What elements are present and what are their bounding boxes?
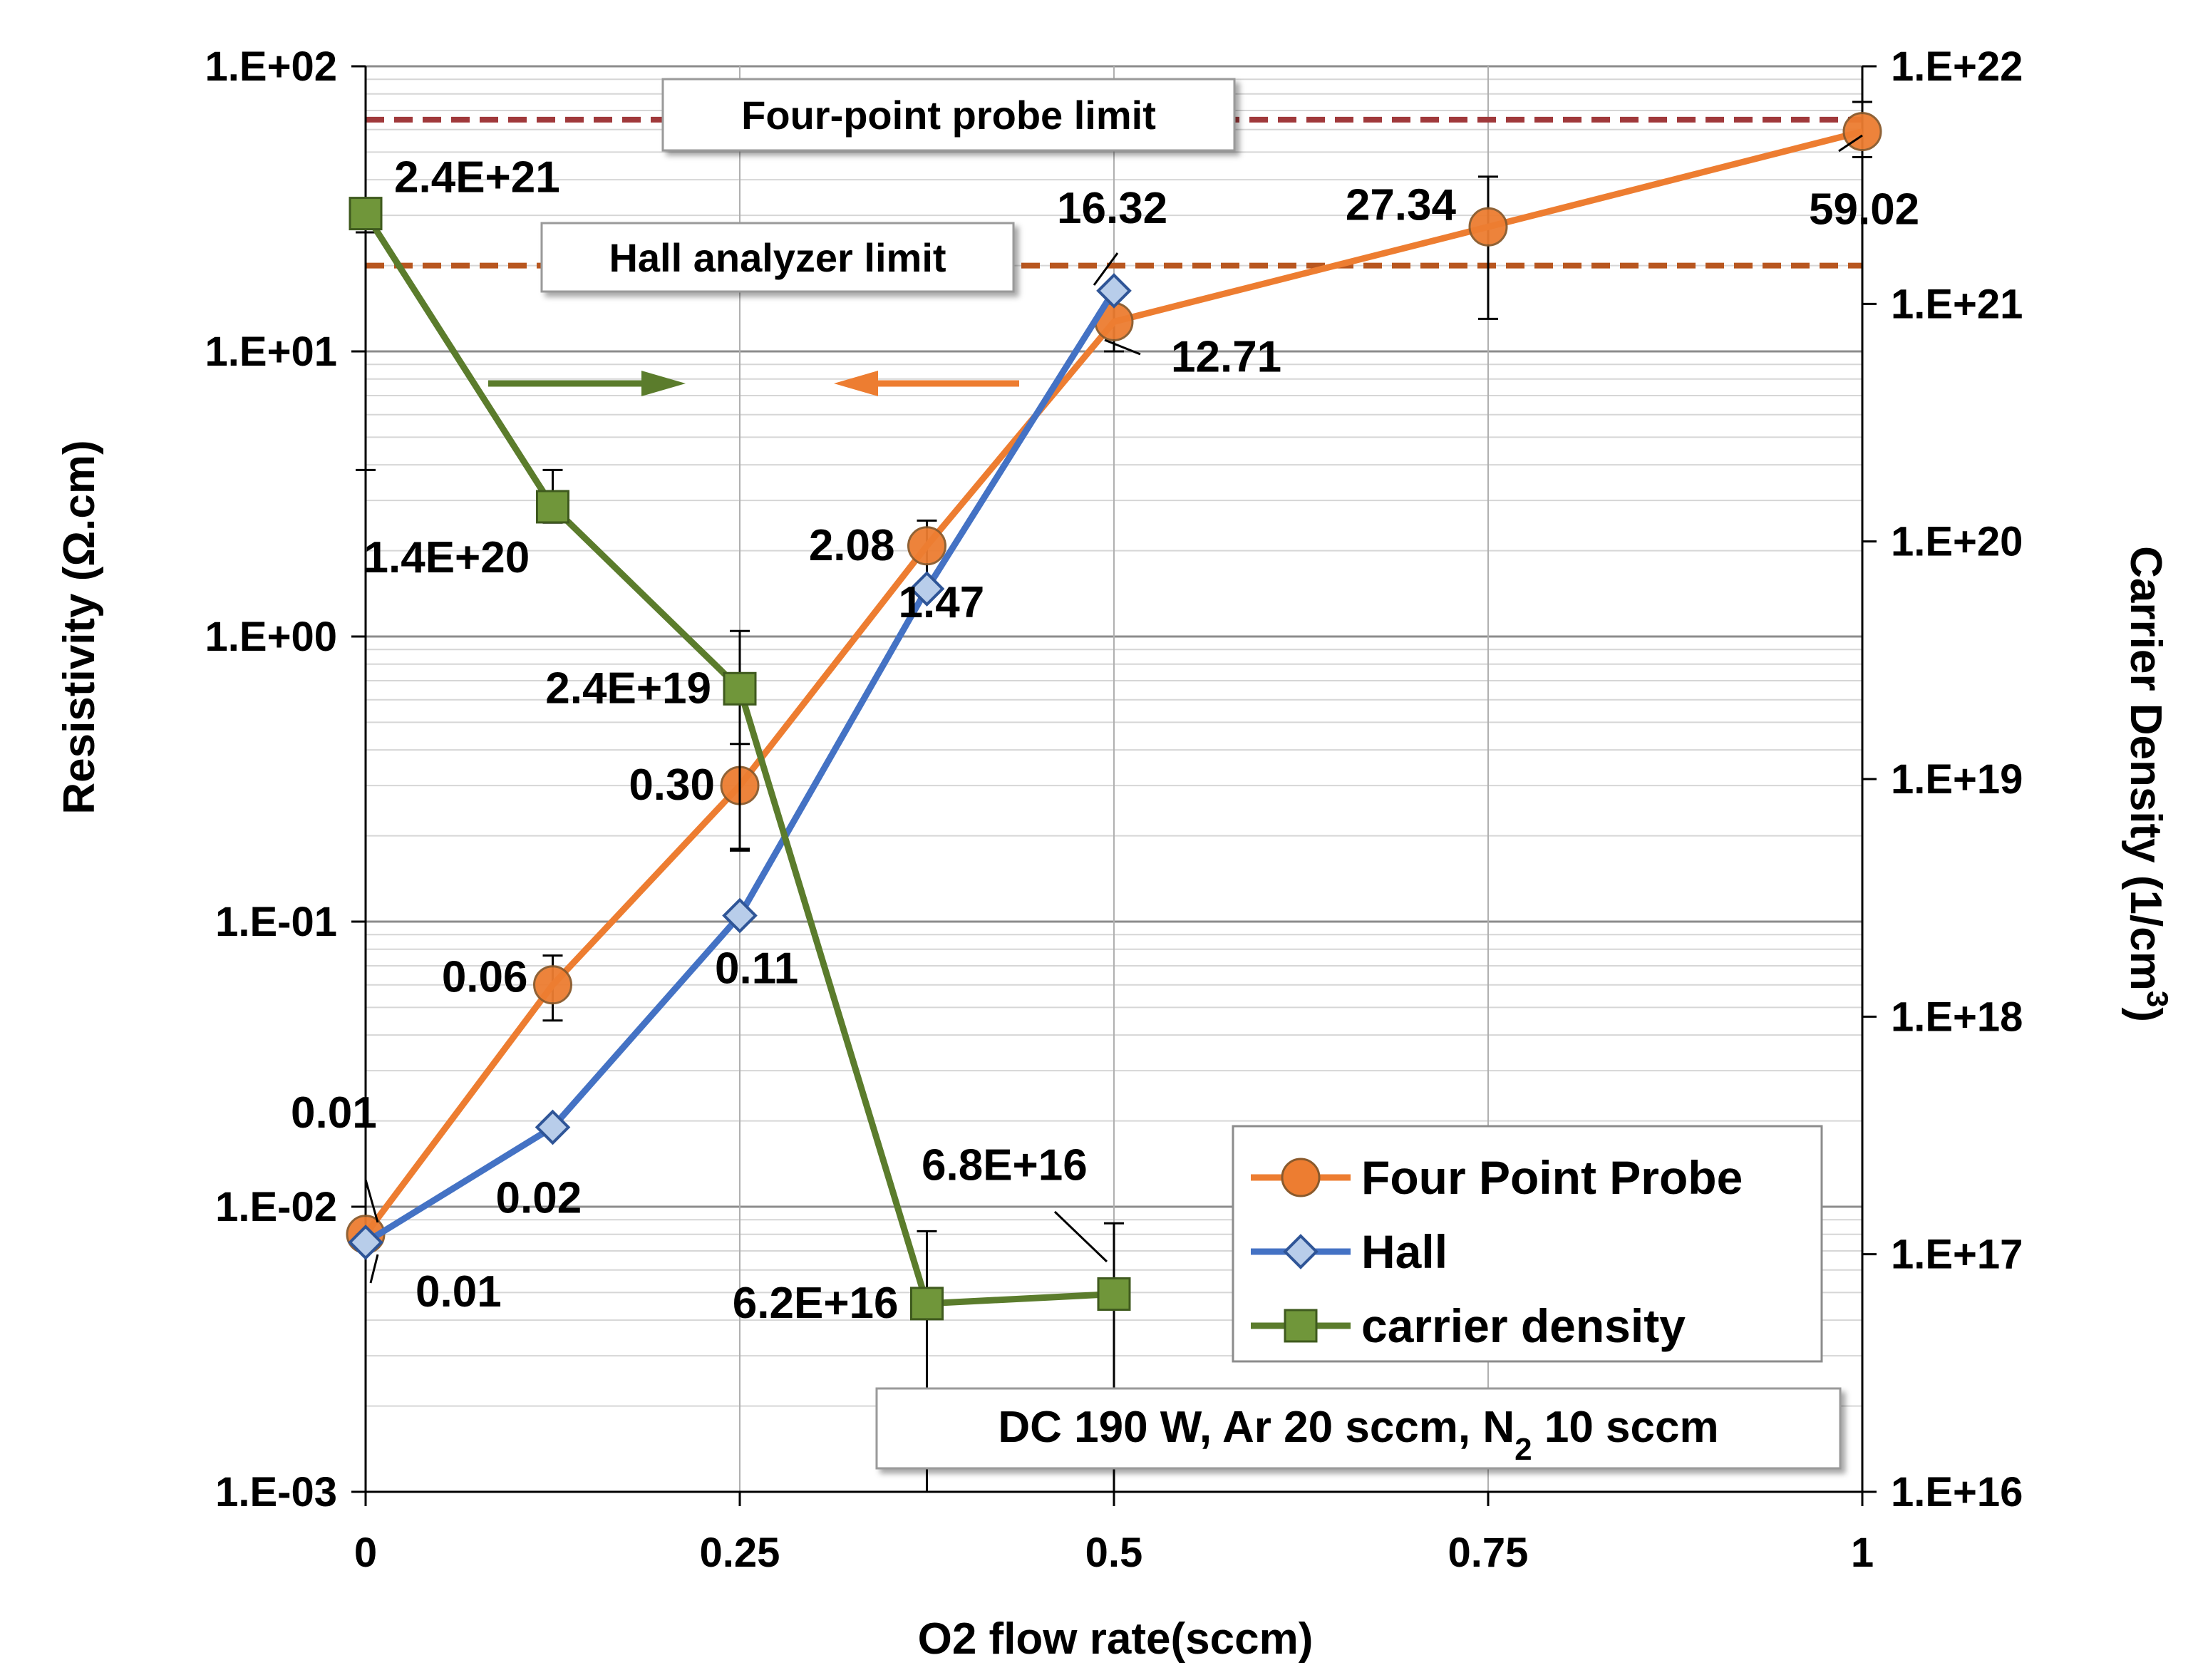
reference-lines: Four-point probe limit Hall analyzer limi… xyxy=(366,78,1862,396)
left-tick-label: 1.E-02 xyxy=(215,1184,337,1230)
carrier-density-data-label: 1.4E+20 xyxy=(364,533,530,582)
legend-label-four-point-probe: Four Point Probe xyxy=(1361,1151,1743,1204)
carrier-density-point xyxy=(910,1287,944,1321)
four-point-probe-data-label: 2.08 xyxy=(809,521,895,570)
series-layer xyxy=(346,101,1882,1493)
left-tick-label: 1.E-03 xyxy=(215,1469,337,1515)
carrier-density-data-label: 6.2E+16 xyxy=(733,1279,899,1328)
carrier-density-data-label: 2.4E+21 xyxy=(394,153,560,202)
reference-line-label-box xyxy=(540,222,1015,293)
four-point-probe-data-label: 0.01 xyxy=(291,1088,377,1138)
hall-point xyxy=(1096,273,1132,309)
condition-text-main: DC 190 W, Ar 20 sccm, N xyxy=(998,1403,1515,1452)
hall-point xyxy=(535,1109,571,1145)
four-point-probe-point xyxy=(907,526,946,566)
legend: Four Point Probe Hall carrier density xyxy=(1232,1125,1823,1363)
legend-swatch-marker xyxy=(1284,1309,1318,1343)
x-tick-label: 1 xyxy=(1851,1530,1874,1576)
four-point-probe-data-label: 59.02 xyxy=(1809,185,1919,235)
condition-text: DC 190 W, Ar 20 sccm, N2 10 sccm xyxy=(998,1403,1718,1467)
four-point-probe-point xyxy=(533,965,572,1005)
right-y-axis-title-main: Carrier Density (1/cm xyxy=(2121,546,2170,991)
right-tick-label: 1.E+18 xyxy=(1891,994,2023,1040)
data-label-leader xyxy=(1104,339,1141,356)
grid-layer xyxy=(365,65,1863,1493)
hall-point xyxy=(348,1225,383,1260)
right-y-axis-title-end: ) xyxy=(2121,1007,2170,1022)
data-label-leader xyxy=(1053,1210,1108,1263)
carrier-density-point xyxy=(349,197,383,231)
hall-point xyxy=(909,571,945,607)
legend-label-carrier-density: carrier density xyxy=(1361,1299,1686,1352)
four-point-probe-data-label: 0.30 xyxy=(629,761,715,810)
condition-text-end: 10 sccm xyxy=(1532,1403,1719,1452)
legend-box xyxy=(1232,1125,1823,1363)
right-tick-label: 1.E+17 xyxy=(1891,1232,2023,1278)
legend-swatch-marker xyxy=(1283,1234,1319,1269)
right-tick-label: 1.E+20 xyxy=(1891,519,2023,565)
carrier-density-data-label: 6.8E+16 xyxy=(922,1140,1088,1190)
left-pointing-arrow-icon xyxy=(834,371,878,396)
hall-data-label: 0.02 xyxy=(496,1173,582,1222)
legend-swatch-marker xyxy=(1281,1158,1321,1197)
condition-box: DC 190 W, Ar 20 sccm, N2 10 sccm xyxy=(875,1387,1842,1470)
right-y-axis-title-sup: 3 xyxy=(2142,991,2175,1007)
left-tick-label: 1.E+02 xyxy=(205,43,337,90)
right-tick-label: 1.E+21 xyxy=(1891,281,2023,327)
right-tick-label: 1.E+22 xyxy=(1891,43,2023,90)
carrier-density-point xyxy=(1097,1277,1131,1311)
hall-data-label: 1.47 xyxy=(899,578,985,627)
data-label-leader xyxy=(364,1179,379,1223)
legend-label-hall: Hall xyxy=(1361,1225,1448,1278)
left-tick-label: 1.E+00 xyxy=(205,614,337,660)
four-point-probe-point xyxy=(1468,207,1508,247)
right-tick-label: 1.E+19 xyxy=(1891,756,2023,803)
hall-data-label: 0.01 xyxy=(416,1267,502,1316)
data-label-leader xyxy=(1838,134,1863,153)
four-point-probe-data-label: 12.71 xyxy=(1171,332,1281,381)
hall-data-label: 0.11 xyxy=(715,944,798,994)
hall-data-label: 16.32 xyxy=(1057,184,1167,233)
right-tick-label: 1.E+16 xyxy=(1891,1469,2023,1515)
x-tick-label: 0.5 xyxy=(1085,1530,1143,1576)
reference-line-label: Hall analyzer limit xyxy=(609,235,946,280)
data-label-leader xyxy=(369,1254,379,1284)
right-y-axis-title: Carrier Density (1/cm3) xyxy=(2121,546,2175,1022)
left-tick-label: 1.E-01 xyxy=(215,899,337,945)
x-axis-title: O2 flow rate(sccm) xyxy=(918,1614,1314,1664)
left-tick-label: 1.E+01 xyxy=(205,329,337,375)
x-tick-label: 0 xyxy=(354,1530,377,1576)
four-point-probe-data-label: 27.34 xyxy=(1346,180,1457,230)
data-label-leader xyxy=(1093,252,1119,286)
four-point-probe-data-label: 0.06 xyxy=(442,953,528,1002)
right-pointing-arrow-icon xyxy=(641,371,686,396)
condition-text-sub: 2 xyxy=(1515,1432,1532,1467)
carrier-density-point xyxy=(536,490,569,524)
data-labels: 0.01 0.06 0.30 2.08 12.71 27.34 59.02 0.01 0.02 0… xyxy=(291,134,1919,1328)
axes: 1.E-03 1.E-02 1.E-01 1.E+00 1.E+01 1.E+02 1.E+… xyxy=(205,43,2023,1576)
x-tick-label: 0.25 xyxy=(700,1530,780,1576)
reference-line-label-box xyxy=(661,78,1236,152)
hall-point xyxy=(722,897,758,934)
x-tick-label: 0.75 xyxy=(1448,1530,1529,1576)
reference-line-label: Four-point probe limit xyxy=(741,93,1156,138)
left-y-axis-title: Resistivity (Ω.cm) xyxy=(55,440,104,814)
carrier-density-data-label: 2.4E+19 xyxy=(545,664,711,713)
carrier-density-point xyxy=(723,671,757,706)
